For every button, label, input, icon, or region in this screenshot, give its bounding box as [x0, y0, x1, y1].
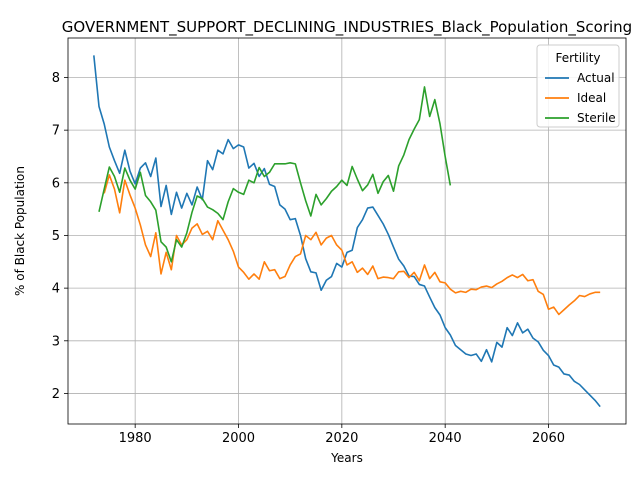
x-tick-label: 2060 — [532, 431, 565, 446]
y-tick-label: 8 — [52, 71, 60, 86]
x-axis-ticks: 1980 2000 2020 2040 2060 — [119, 424, 565, 446]
y-tick-label: 3 — [52, 334, 60, 349]
legend-label-ideal: Ideal — [577, 91, 606, 105]
legend-label-actual: Actual — [577, 71, 615, 85]
x-tick-label: 2020 — [325, 431, 358, 446]
y-axis-ticks: 2 3 4 5 6 7 8 — [52, 71, 68, 402]
y-tick-label: 4 — [52, 282, 60, 297]
y-axis-label: % of Black Population — [13, 166, 27, 296]
x-axis-label: Years — [330, 451, 363, 465]
plot-frame — [67, 37, 627, 425]
y-tick-label: 5 — [52, 229, 60, 244]
series-lines — [93, 55, 601, 408]
legend-title: Fertility — [555, 51, 600, 65]
chart-title: GOVERNMENT_SUPPORT_DECLINING_INDUSTRIES_… — [62, 18, 632, 37]
legend-label-sterile: Sterile — [577, 111, 616, 125]
series-line-ideal — [103, 174, 601, 316]
series-line-sterile — [98, 86, 452, 263]
y-tick-label: 6 — [52, 176, 60, 191]
y-tick-label: 7 — [52, 124, 60, 139]
x-tick-label: 1980 — [119, 431, 152, 446]
legend: Fertility Actual Ideal Sterile — [536, 44, 620, 128]
series-line-actual — [93, 55, 601, 408]
x-tick-label: 2040 — [429, 431, 462, 446]
x-tick-label: 2000 — [222, 431, 255, 446]
y-tick-label: 2 — [52, 387, 60, 402]
legend-box — [536, 44, 620, 128]
